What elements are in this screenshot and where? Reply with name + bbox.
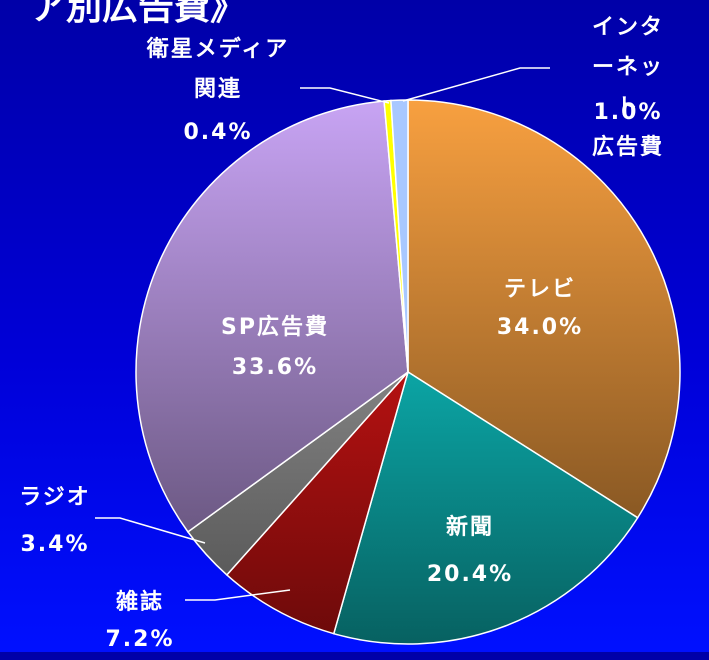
slice-value-label: 0.4% [183, 120, 253, 145]
leader-line [185, 589, 291, 601]
slice-label: 新聞 [445, 515, 495, 540]
slice-label: ラジオ [19, 485, 91, 510]
slice-label: SP広告費 [221, 315, 329, 340]
slice-value-label: 7.2% [105, 627, 175, 652]
pie-slice [332, 370, 639, 645]
slice-label: 衛星メディア 関連 [146, 37, 290, 102]
slice-value-label: 20.4% [426, 562, 514, 587]
slice-label: テレビ [503, 277, 577, 302]
pie-slice [135, 100, 409, 533]
slice-value-label: 1.0% [593, 100, 663, 125]
chart-title: ア別広告費》 [30, 0, 247, 28]
leader-line [300, 87, 390, 104]
slice-label: 雑誌 [115, 590, 165, 615]
slice-value-label: 3.4% [20, 532, 90, 557]
leader-line [402, 67, 550, 102]
slice-label: インターネット 広告費 [591, 15, 664, 160]
slice-value-label: 33.6% [231, 355, 319, 380]
leader-line [95, 517, 206, 544]
leader-lines [95, 67, 550, 601]
pie-slice [407, 99, 681, 519]
slice-value-label: 34.0% [496, 315, 584, 340]
pie-slice [225, 371, 409, 635]
